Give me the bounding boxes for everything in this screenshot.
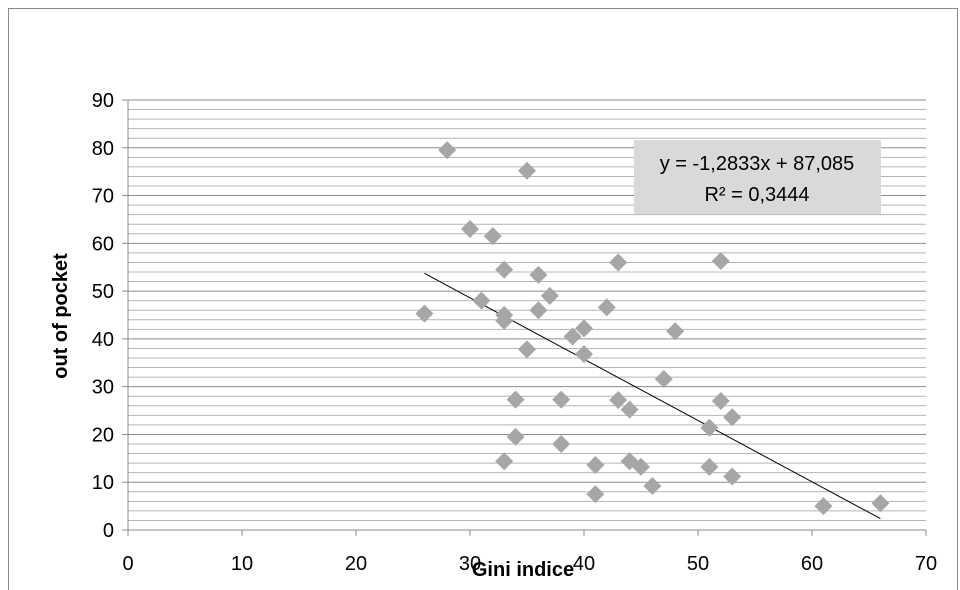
data-point xyxy=(495,260,514,279)
data-point xyxy=(575,345,593,364)
data-point xyxy=(620,400,639,419)
y-tick-label: 40 xyxy=(92,329,114,351)
data-point xyxy=(483,227,502,246)
data-point xyxy=(711,392,730,410)
data-point xyxy=(540,286,559,305)
data-point xyxy=(529,265,548,284)
y-axis-title: out of pocket xyxy=(50,253,72,379)
data-point xyxy=(415,304,434,323)
data-point xyxy=(700,418,719,437)
data-point xyxy=(723,467,742,486)
x-tick-label: 0 xyxy=(122,553,133,575)
data-point xyxy=(495,311,514,330)
y-tick-label: 70 xyxy=(92,186,114,208)
data-point xyxy=(506,427,525,446)
data-point xyxy=(506,390,525,409)
x-tick-label: 60 xyxy=(801,553,823,575)
x-tick-label: 50 xyxy=(687,553,709,575)
x-tick-label: 40 xyxy=(573,553,595,575)
data-point xyxy=(871,494,890,513)
data-point xyxy=(575,319,593,338)
x-tick-label: 70 xyxy=(915,553,937,575)
data-point xyxy=(597,298,616,317)
y-tick-label: 30 xyxy=(92,377,114,399)
data-point xyxy=(586,456,605,475)
x-tick-label: 20 xyxy=(345,553,367,575)
data-point xyxy=(461,220,479,238)
x-tick-label: 30 xyxy=(459,553,481,575)
data-point xyxy=(654,370,673,389)
data-point xyxy=(632,457,650,476)
data-point xyxy=(552,390,571,409)
equation-background xyxy=(634,140,881,214)
data-points xyxy=(415,141,890,516)
y-tick-label: 90 xyxy=(92,90,114,112)
data-point xyxy=(472,291,491,310)
data-point xyxy=(700,457,719,476)
data-point xyxy=(438,141,457,160)
y-tick-label: 0 xyxy=(103,520,114,542)
r-squared-label: R² = 0,3444 xyxy=(704,184,809,206)
y-tick-label: 20 xyxy=(92,424,114,446)
x-axis-title: Gini indice xyxy=(472,559,574,581)
data-point xyxy=(495,452,514,471)
data-point xyxy=(711,252,730,271)
y-tick-label: 60 xyxy=(92,233,114,255)
data-point xyxy=(723,408,742,427)
axes xyxy=(127,100,926,531)
data-point xyxy=(563,327,582,346)
equation-label: y = -1,2833x + 87,085 xyxy=(660,153,855,175)
data-point xyxy=(518,161,536,180)
data-point xyxy=(814,497,833,516)
data-point xyxy=(643,477,662,496)
trendline-equation-box: y = -1,2833x + 87,085 R² = 0,3444 xyxy=(634,140,881,214)
data-point xyxy=(529,301,548,320)
data-point xyxy=(609,391,628,410)
y-tick-label: 10 xyxy=(92,472,114,494)
y-tick-label: 80 xyxy=(92,138,114,160)
tick-labels: 0 10 20 30 40 50 60 70 0 10 20 30 40 50 60 70 80 90 xyxy=(92,90,937,575)
data-point xyxy=(609,253,628,272)
data-point xyxy=(586,485,605,504)
data-point xyxy=(518,340,536,359)
data-point xyxy=(552,435,571,453)
data-point xyxy=(666,322,685,341)
y-tick-label: 50 xyxy=(92,281,114,303)
x-tick-label: 10 xyxy=(231,553,253,575)
